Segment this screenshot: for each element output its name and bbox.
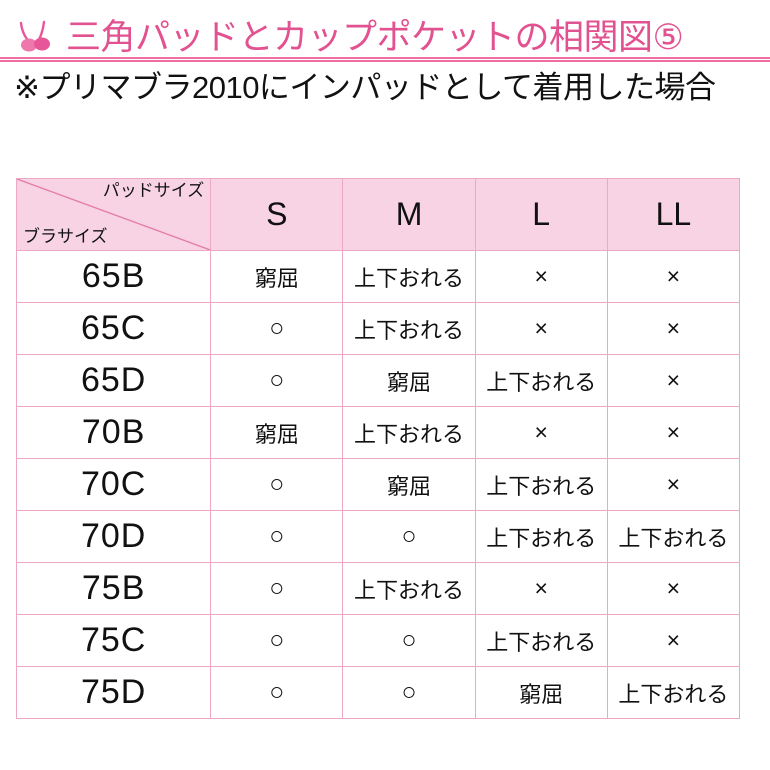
bra-icon — [19, 20, 50, 52]
table-row: 70B 窮屈 上下おれる × × — [15, 406, 741, 459]
cell-m: 窮屈 — [342, 458, 476, 511]
cell-s: ○ — [210, 510, 344, 563]
cell-l: × — [474, 302, 608, 355]
page-header: 三角パッドとカップポケットの相関図⑤ — [0, 0, 770, 55]
cell-ll: × — [606, 562, 741, 615]
cell-l: × — [474, 406, 608, 459]
cell-l: 上下おれる — [474, 458, 608, 511]
row-label: 70D — [15, 510, 212, 563]
table-row: 65B 窮屈 上下おれる × × — [15, 250, 741, 303]
cell-ll: × — [606, 302, 741, 355]
cell-ll: × — [606, 614, 741, 667]
cell-l: 上下おれる — [474, 510, 608, 563]
cell-ll: 上下おれる — [606, 666, 741, 719]
cell-ll: × — [606, 250, 741, 303]
cell-ll: 上下おれる — [606, 510, 741, 563]
row-label: 70C — [15, 458, 212, 511]
column-header-ll: LL — [606, 178, 741, 251]
cell-s: 窮屈 — [210, 250, 344, 303]
column-header-m: M — [342, 178, 476, 251]
cell-m: 上下おれる — [342, 562, 476, 615]
cell-l: × — [474, 562, 608, 615]
cell-l: × — [474, 250, 608, 303]
diagonal-divider-line — [17, 179, 210, 250]
bra-size-axis-label: ブラサイズ — [23, 227, 108, 246]
cell-m: ○ — [342, 666, 476, 719]
cell-ll: × — [606, 354, 741, 407]
axis-corner-cell: パッドサイズ ブラサイズ — [15, 178, 212, 251]
table-row: 70C ○ 窮屈 上下おれる × — [15, 458, 741, 511]
header-row: パッドサイズ ブラサイズ S M L LL — [15, 178, 741, 251]
title-divider — [0, 57, 770, 62]
compatibility-table-wrapper: パッドサイズ ブラサイズ S M L LL 65B 窮屈 上下おれる × × — [15, 178, 741, 719]
pad-size-axis-label: パッドサイズ — [102, 181, 205, 200]
cell-m: 上下おれる — [342, 406, 476, 459]
row-label: 75C — [15, 614, 212, 667]
column-header-s: S — [210, 178, 344, 251]
table-row: 75C ○ ○ 上下おれる × — [15, 614, 741, 667]
table-row: 75D ○ ○ 窮屈 上下おれる — [15, 666, 741, 719]
table-row: 65D ○ 窮屈 上下おれる × — [15, 354, 741, 407]
cell-s: ○ — [210, 302, 344, 355]
cell-s: ○ — [210, 614, 344, 667]
page-title: 三角パッドとカップポケットの相関図⑤ — [66, 17, 684, 57]
cell-s: ○ — [210, 354, 344, 407]
row-label: 65D — [15, 354, 212, 407]
cell-l: 窮屈 — [474, 666, 608, 719]
cell-m: 窮屈 — [342, 354, 476, 407]
table-row: 65C ○ 上下おれる × × — [15, 302, 741, 355]
table-row: 70D ○ ○ 上下おれる 上下おれる — [15, 510, 741, 563]
cell-m: ○ — [342, 614, 476, 667]
row-label: 70B — [15, 406, 212, 459]
row-label: 75B — [15, 562, 212, 615]
cell-l: 上下おれる — [474, 354, 608, 407]
cell-m: ○ — [342, 510, 476, 563]
table-row: 75B ○ 上下おれる × × — [15, 562, 741, 615]
cell-s: 窮屈 — [210, 406, 344, 459]
cell-m: 上下おれる — [342, 302, 476, 355]
cell-ll: × — [606, 458, 741, 511]
cell-m: 上下おれる — [342, 250, 476, 303]
table-header: パッドサイズ ブラサイズ S M L LL — [15, 178, 741, 251]
cell-s: ○ — [210, 562, 344, 615]
row-label: 65B — [15, 250, 212, 303]
compatibility-table: パッドサイズ ブラサイズ S M L LL 65B 窮屈 上下おれる × × — [15, 178, 741, 719]
cell-s: ○ — [210, 458, 344, 511]
row-label: 65C — [15, 302, 212, 355]
page-subtitle: ※プリマブラ2010にインパッドとして着用した場合 — [14, 70, 716, 105]
row-label: 75D — [15, 666, 212, 719]
table-body: 65B 窮屈 上下おれる × × 65C ○ 上下おれる × × 65D ○ 窮… — [15, 250, 741, 719]
column-header-l: L — [474, 178, 608, 251]
cell-ll: × — [606, 406, 741, 459]
cell-s: ○ — [210, 666, 344, 719]
cell-l: 上下おれる — [474, 614, 608, 667]
